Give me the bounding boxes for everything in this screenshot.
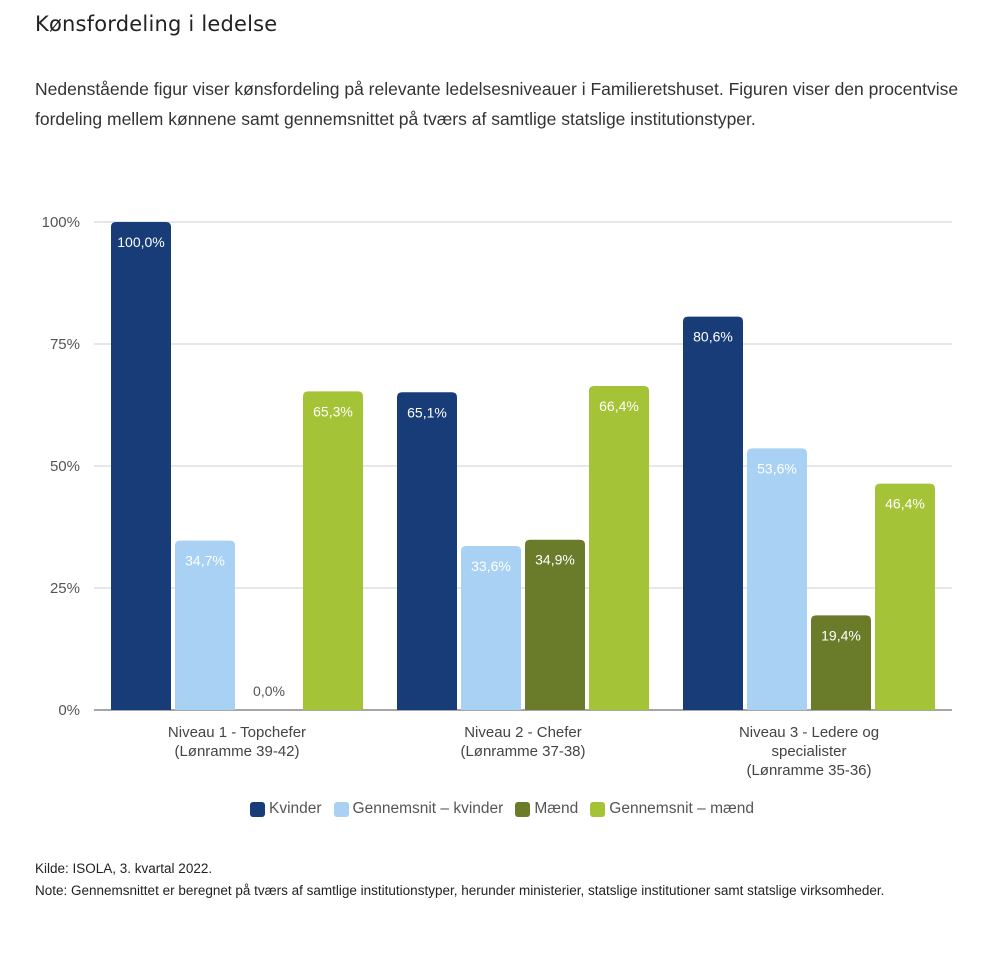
data-label: 80,6%	[693, 329, 733, 345]
bar	[589, 385, 649, 710]
bar	[747, 448, 807, 710]
y-tick-label: 0%	[58, 702, 80, 719]
x-category-label: specialister	[771, 743, 846, 760]
x-axis-categories: Niveau 1 - Topchefer (Lønramme 39-42) Nive…	[168, 724, 879, 779]
y-tick-label: 100%	[42, 214, 80, 231]
bar	[811, 615, 871, 710]
data-labels: 100,0% 34,7% 0,0% 65,3% 65,1% 33,6% 34,9% 66,4%…	[117, 234, 925, 699]
bar	[525, 539, 585, 710]
source-text: Kilde: ISOLA, 3. kvartal 2022.	[35, 861, 213, 876]
legend-swatch	[333, 801, 349, 817]
x-category-label: (Lønramme 35-36)	[746, 762, 871, 779]
x-category-label: Niveau 1 - Topchefer	[168, 724, 306, 741]
legend-label: Gennemsnit – kvinder	[352, 800, 504, 817]
bar	[461, 546, 521, 710]
data-label: 19,4%	[821, 627, 861, 643]
gridlines	[94, 221, 952, 711]
data-label: 100,0%	[117, 234, 164, 250]
data-label: 53,6%	[757, 460, 797, 476]
legend-swatch	[590, 801, 606, 817]
y-tick-label: 75%	[50, 336, 80, 353]
intro-text: Nedenstående figur viser kønsfordeling p…	[35, 79, 959, 129]
bar	[111, 222, 171, 710]
data-label: 34,9%	[535, 552, 575, 568]
bar-chart: 0% 25% 50% 75% 100% 100,0% 34,7% 0,0% 65,3% 65,1…	[42, 214, 952, 779]
data-label: 34,7%	[185, 553, 225, 569]
legend-swatch	[515, 801, 531, 817]
x-category-label: (Lønramme 39-42)	[174, 743, 299, 760]
x-category-label: Niveau 2 - Chefer	[464, 724, 582, 741]
data-label: 0,0%	[253, 683, 285, 699]
data-label: 65,1%	[407, 404, 447, 420]
chart-footer: Kilde: ISOLA, 3. kvartal 2022. Note: Gen…	[35, 858, 935, 902]
x-category-label: Niveau 3 - Ledere og	[739, 724, 879, 741]
bar	[875, 483, 935, 710]
data-label: 65,3%	[313, 403, 353, 419]
x-category-label: (Lønramme 37-38)	[460, 743, 585, 760]
bar	[303, 391, 363, 710]
legend-label: Gennemsnit – mænd	[609, 800, 755, 817]
legend-item: Gennemsnit – mænd	[590, 800, 754, 818]
chart-legend: Kvinder Gennemsnit – kvinder Mænd Gennemsni…	[0, 800, 1004, 818]
note-text: Note: Gennemsnittet er beregnet på tværs…	[35, 883, 885, 898]
legend-swatch	[249, 801, 265, 817]
legend-item: Gennemsnit – kvinder	[333, 800, 504, 818]
data-label: 66,4%	[599, 398, 639, 414]
y-tick-label: 25%	[50, 580, 80, 597]
y-tick-label: 50%	[50, 458, 80, 475]
data-label: 46,4%	[885, 496, 925, 512]
bar	[397, 392, 457, 710]
y-axis-ticks: 0% 25% 50% 75% 100%	[42, 214, 80, 719]
bar	[175, 540, 235, 710]
legend-item: Mænd	[515, 800, 578, 818]
legend-label: Mænd	[534, 800, 579, 817]
legend-label: Kvinder	[268, 800, 322, 817]
page-title: Kønsfordeling i ledelse	[35, 12, 278, 36]
bars	[111, 222, 935, 710]
bar	[683, 316, 743, 710]
legend-item: Kvinder	[249, 800, 322, 818]
data-label: 33,6%	[471, 558, 511, 574]
